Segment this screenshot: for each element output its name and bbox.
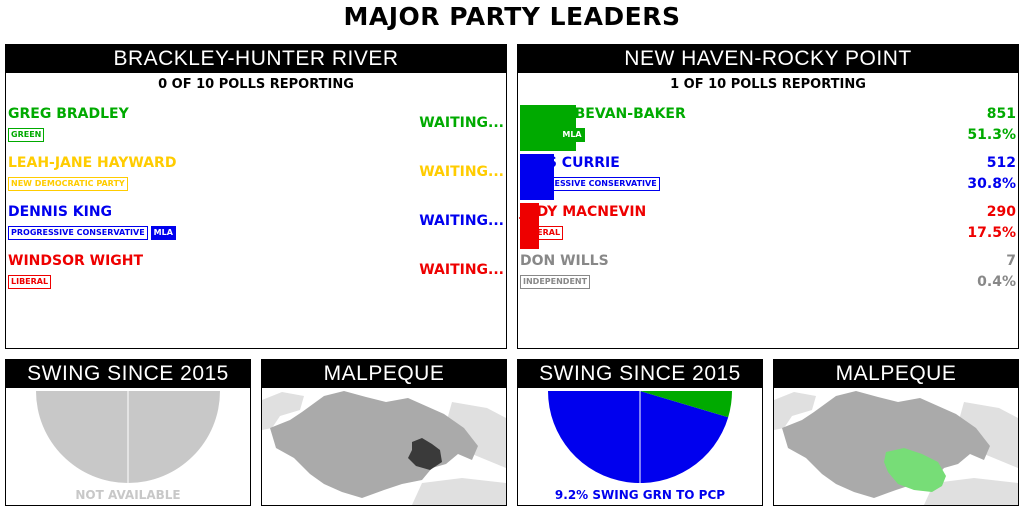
candidate-name: WINDSOR WIGHT bbox=[8, 253, 144, 269]
candidate-row: DON WILLS INDEPENDENT 7 0.4% bbox=[520, 252, 1016, 298]
party-badge: PROGRESSIVE CONSERVATIVE bbox=[520, 177, 660, 191]
party-badge: PROGRESSIVE CONSERVATIVE bbox=[8, 226, 148, 240]
candidate-name: DON WILLS bbox=[520, 253, 609, 269]
swing-pcp-slice bbox=[548, 391, 729, 484]
mla-badge: MLA bbox=[150, 226, 176, 240]
map-panel-right: MALPEQUE bbox=[773, 359, 1019, 506]
malpeque-district bbox=[270, 391, 478, 498]
swing-title: SWING SINCE 2015 bbox=[6, 360, 250, 388]
candidate-name: KRIS CURRIE bbox=[520, 155, 620, 171]
swing-title: SWING SINCE 2015 bbox=[518, 360, 762, 388]
candidate-name: JUDY MACNEVIN bbox=[520, 204, 647, 220]
candidate-name: DENNIS KING bbox=[8, 204, 113, 220]
polls-reporting: 1 OF 10 POLLS REPORTING bbox=[670, 77, 866, 92]
vote-percent: 51.3% bbox=[967, 127, 1016, 143]
swing-grn-slice bbox=[640, 391, 732, 418]
swing-panel-left: SWING SINCE 2015 NOT AVAILABLE bbox=[5, 359, 251, 506]
party-badge: LIBERAL bbox=[520, 226, 564, 240]
vote-percent: 17.5% bbox=[967, 225, 1016, 241]
candidate-row: LEAH-JANE HAYWARD NEW DEMOCRATIC PARTY W… bbox=[8, 154, 504, 200]
district-map bbox=[774, 391, 1018, 505]
vote-percent: 0.4% bbox=[977, 274, 1016, 290]
party-badge: GREEN bbox=[520, 128, 557, 142]
swing-panel-right: SWING SINCE 2015 9.2% SWING GRN TO PCP bbox=[517, 359, 763, 506]
race-panel-new-haven-rocky-point: NEW HAVEN-ROCKY POINT 1 OF 10 POLLS REPO… bbox=[517, 44, 1019, 349]
party-badge: LIBERAL bbox=[8, 275, 52, 289]
candidate-status: WAITING... bbox=[419, 115, 504, 131]
candidate-row: PETER BEVAN-BAKER GREEN MLA 851 51.3% bbox=[520, 105, 1016, 151]
candidate-status: WAITING... bbox=[419, 164, 504, 180]
candidate-row: JUDY MACNEVIN LIBERAL 290 17.5% bbox=[520, 203, 1016, 249]
candidate-status: WAITING... bbox=[419, 262, 504, 278]
candidate-row: DENNIS KING PROGRESSIVE CONSERVATIVE MLA … bbox=[8, 203, 504, 249]
race-title: NEW HAVEN-ROCKY POINT bbox=[518, 45, 1018, 73]
candidate-row: KRIS CURRIE PROGRESSIVE CONSERVATIVE 512… bbox=[520, 154, 1016, 200]
vote-count: 7 bbox=[1006, 253, 1016, 269]
riding-highlight bbox=[408, 438, 442, 470]
vote-count: 851 bbox=[986, 106, 1016, 122]
vote-count: 512 bbox=[986, 155, 1016, 171]
vote-percent: 30.8% bbox=[967, 176, 1016, 192]
swing-caption: 9.2% SWING GRN TO PCP bbox=[554, 488, 726, 502]
swing-semicircle bbox=[36, 391, 220, 483]
race-panel-brackley-hunter-river: BRACKLEY-HUNTER RIVER 0 OF 10 POLLS REPO… bbox=[5, 44, 507, 349]
polls-reporting: 0 OF 10 POLLS REPORTING bbox=[158, 77, 354, 92]
swing-caption: NOT AVAILABLE bbox=[75, 488, 181, 502]
race-title: BRACKLEY-HUNTER RIVER bbox=[6, 45, 506, 73]
candidate-status: WAITING... bbox=[419, 213, 504, 229]
candidate-name: LEAH-JANE HAYWARD bbox=[8, 155, 177, 171]
page-title: MAJOR PARTY LEADERS bbox=[343, 2, 681, 31]
swing-semicircle bbox=[548, 391, 732, 484]
candidate-row: GREG BRADLEY GREEN WAITING... bbox=[8, 105, 504, 151]
candidate-row: WINDSOR WIGHT LIBERAL WAITING... bbox=[8, 252, 504, 298]
map-title: MALPEQUE bbox=[774, 360, 1018, 388]
district-map bbox=[262, 391, 506, 505]
party-badge: NEW DEMOCRATIC PARTY bbox=[8, 177, 128, 191]
map-panel-left: MALPEQUE bbox=[261, 359, 507, 506]
candidate-name: PETER BEVAN-BAKER bbox=[520, 106, 686, 122]
riding-highlight bbox=[884, 448, 946, 492]
map-title: MALPEQUE bbox=[262, 360, 506, 388]
party-badge: GREEN bbox=[8, 128, 45, 142]
party-badge: INDEPENDENT bbox=[520, 275, 591, 289]
candidate-name: GREG BRADLEY bbox=[8, 106, 129, 122]
vote-count: 290 bbox=[986, 204, 1016, 220]
mla-badge: MLA bbox=[559, 128, 585, 142]
